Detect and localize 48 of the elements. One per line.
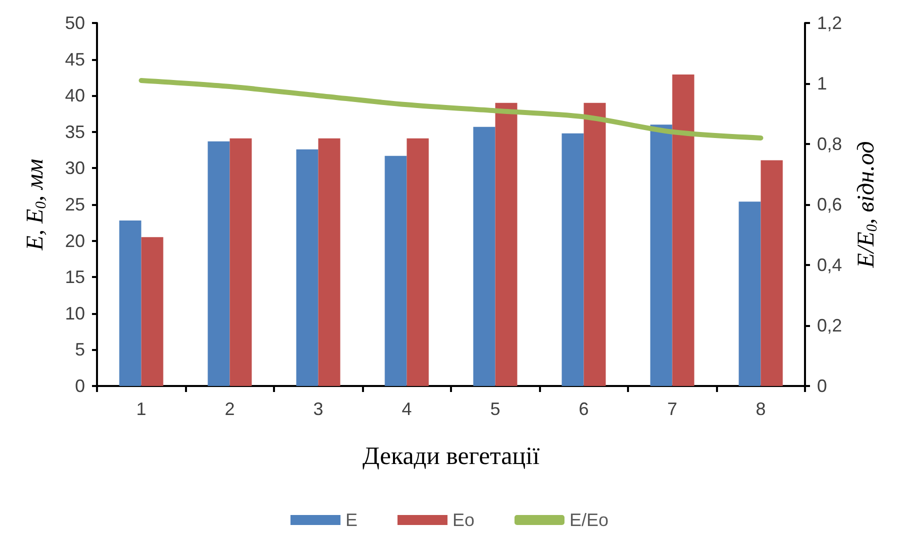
y2-tick-label: 1 bbox=[817, 74, 828, 94]
y-tick-label: 30 bbox=[64, 158, 85, 178]
x-tick-label: 2 bbox=[224, 399, 235, 419]
y-tick-label: 5 bbox=[74, 340, 85, 360]
x-tick-label: 8 bbox=[756, 399, 766, 419]
x-axis-title: Декади вегетації bbox=[362, 443, 540, 470]
y-tick-label: 15 bbox=[64, 267, 85, 288]
y-tick-label: 50 bbox=[64, 13, 85, 33]
x-tick-label: 7 bbox=[667, 399, 678, 419]
y2-tick-label: 0,2 bbox=[817, 316, 842, 336]
y-tick-label: 40 bbox=[64, 86, 85, 106]
y2-tick-label: 0,4 bbox=[817, 255, 842, 275]
y-tick-label: 45 bbox=[64, 49, 85, 70]
bar bbox=[141, 237, 164, 386]
y-tick-label: 20 bbox=[64, 230, 85, 251]
y2-axis-title: E/E0, відн.од bbox=[854, 141, 880, 269]
y-tick-label: 25 bbox=[64, 194, 85, 214]
bar bbox=[738, 202, 761, 386]
bar bbox=[384, 156, 407, 386]
x-tick-label: 4 bbox=[402, 399, 412, 419]
x-tick-label: 6 bbox=[578, 399, 589, 419]
legend-label: E bbox=[345, 510, 358, 530]
bar bbox=[208, 141, 230, 386]
y-axis-title: E, E0, мм bbox=[22, 158, 50, 252]
x-tick-label: 3 bbox=[313, 399, 324, 419]
legend-label: Eo bbox=[452, 510, 475, 530]
y-tick-label: 0 bbox=[74, 376, 85, 396]
y-tick-label: 35 bbox=[64, 122, 85, 142]
x-tick-label: 1 bbox=[136, 399, 146, 419]
x-tick-label: 5 bbox=[490, 399, 500, 419]
bar bbox=[562, 133, 584, 386]
bar bbox=[296, 149, 318, 386]
bar bbox=[672, 74, 694, 386]
y2-tick-label: 0,6 bbox=[817, 194, 842, 214]
bar bbox=[584, 102, 606, 386]
legend-label: E/Eo bbox=[570, 510, 609, 530]
bar bbox=[473, 126, 496, 386]
y2-tick-label: 0 bbox=[817, 376, 828, 396]
y2-tick-label: 0,8 bbox=[817, 134, 842, 154]
bar bbox=[119, 220, 142, 386]
bar bbox=[495, 102, 518, 386]
bar bbox=[318, 138, 340, 386]
bar bbox=[760, 160, 783, 386]
y2-tick-label: 1,2 bbox=[817, 13, 842, 33]
bar bbox=[406, 138, 429, 386]
bar bbox=[230, 138, 252, 386]
y-tick-label: 10 bbox=[64, 303, 85, 324]
bar bbox=[650, 124, 672, 386]
